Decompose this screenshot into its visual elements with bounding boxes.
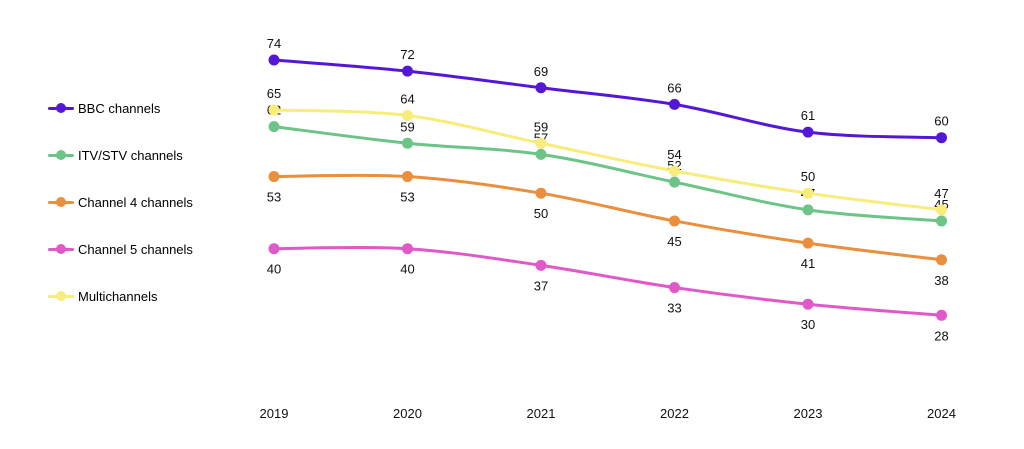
legend-swatch-bbc-channels (48, 102, 74, 114)
data-label-multichannels-2023: 50 (801, 169, 815, 184)
legend-label: Channel 5 channels (78, 241, 193, 257)
data-point-bbc-channels-2020 (402, 65, 413, 77)
data-point-channel-4-channels-2020 (402, 171, 413, 183)
data-label-channel-4-channels-2021: 50 (534, 206, 548, 221)
data-label-channel-5-channels-2020: 40 (400, 262, 414, 277)
data-point-bbc-channels-2024 (936, 132, 947, 144)
data-label-bbc-channels-2023: 61 (801, 108, 815, 123)
data-label-channel-5-channels-2023: 30 (801, 317, 815, 332)
legend-item-multichannels: Multichannels (48, 286, 158, 306)
data-point-channel-5-channels-2022 (669, 282, 680, 294)
legend-item-itv-stv-channels: ITV/STV channels (48, 145, 183, 165)
data-point-itv-stv-channels-2022 (669, 176, 680, 188)
legend-swatch-multichannels (48, 290, 74, 302)
data-label-multichannels-2021: 59 (534, 119, 548, 134)
data-point-itv-stv-channels-2020 (402, 137, 413, 149)
data-point-multichannels-2019 (268, 104, 280, 116)
data-label-bbc-channels-2024: 60 (934, 114, 948, 129)
data-label-channel-4-channels-2020: 53 (400, 190, 414, 205)
data-label-multichannels-2024: 47 (934, 186, 948, 201)
data-point-channel-5-channels-2019 (268, 243, 280, 255)
legend-label: Channel 4 channels (78, 194, 193, 210)
x-tick-label-2023: 2023 (794, 406, 823, 421)
legend-item-bbc-channels: BBC channels (48, 98, 160, 118)
data-point-channel-5-channels-2023 (802, 298, 814, 310)
data-point-bbc-channels-2021 (535, 82, 547, 94)
data-point-multichannels-2024 (936, 204, 947, 216)
series-line-channel-4-channels (272, 173, 943, 262)
data-label-channel-4-channels-2019: 53 (267, 190, 281, 205)
series-line-channel-5-channels (272, 245, 943, 317)
data-point-multichannels-2021 (535, 137, 547, 149)
data-point-channel-4-channels-2019 (268, 171, 280, 183)
data-label-itv-stv-channels-2020: 59 (400, 119, 414, 134)
series-line-bbc-channels (272, 58, 943, 140)
data-point-itv-stv-channels-2019 (268, 121, 280, 133)
data-label-bbc-channels-2020: 72 (400, 47, 414, 62)
legend-swatch-itv-stv-channels (48, 149, 74, 161)
x-tick-label-2022: 2022 (660, 406, 689, 421)
legend-item-channel-4-channels: Channel 4 channels (48, 192, 193, 212)
data-point-channel-4-channels-2022 (669, 215, 680, 227)
data-point-channel-4-channels-2021 (535, 187, 547, 199)
series-line-multichannels (272, 108, 943, 212)
data-label-multichannels-2020: 64 (400, 92, 414, 107)
legend-label: BBC channels (78, 100, 161, 116)
x-tick-label-2019: 2019 (260, 406, 289, 421)
data-point-bbc-channels-2023 (802, 126, 814, 138)
legend-swatch-channel-4-channels (48, 196, 74, 208)
data-point-itv-stv-channels-2021 (535, 148, 547, 160)
data-label-channel-4-channels-2022: 45 (667, 234, 681, 249)
data-point-bbc-channels-2022 (669, 98, 680, 110)
data-label-channel-4-channels-2023: 41 (801, 256, 815, 271)
data-label-bbc-channels-2019: 74 (267, 36, 281, 51)
data-point-itv-stv-channels-2024 (936, 215, 947, 227)
data-point-bbc-channels-2019 (268, 54, 280, 66)
data-label-channel-5-channels-2024: 28 (934, 328, 948, 343)
data-label-bbc-channels-2022: 66 (667, 80, 681, 95)
data-label-channel-5-channels-2022: 33 (667, 301, 681, 316)
x-tick-label-2021: 2021 (527, 406, 556, 421)
x-tick-label-2024: 2024 (927, 406, 956, 421)
data-point-channel-4-channels-2023 (802, 237, 814, 249)
legend-label: ITV/STV channels (78, 147, 183, 163)
data-label-channel-5-channels-2019: 40 (267, 262, 281, 277)
legend-label: Multichannels (78, 288, 158, 304)
data-label-channel-5-channels-2021: 37 (534, 278, 548, 293)
data-point-itv-stv-channels-2023 (802, 204, 814, 216)
data-point-multichannels-2023 (802, 187, 814, 199)
data-point-channel-5-channels-2024 (936, 309, 947, 321)
x-tick-label-2020: 2020 (393, 406, 422, 421)
data-point-multichannels-2020 (402, 110, 413, 121)
data-label-multichannels-2019: 65 (267, 86, 281, 101)
data-label-multichannels-2022: 54 (667, 147, 681, 162)
data-point-channel-5-channels-2020 (402, 243, 413, 255)
legend-swatch-channel-5-channels (48, 243, 74, 255)
data-point-channel-5-channels-2021 (535, 259, 547, 271)
data-point-channel-4-channels-2024 (936, 254, 947, 266)
legend-item-channel-5-channels: Channel 5 channels (48, 239, 193, 259)
data-label-bbc-channels-2021: 69 (534, 64, 548, 79)
data-point-multichannels-2022 (669, 165, 680, 177)
data-label-channel-4-channels-2024: 38 (934, 273, 948, 288)
series-line-itv-stv-channels (272, 125, 943, 223)
